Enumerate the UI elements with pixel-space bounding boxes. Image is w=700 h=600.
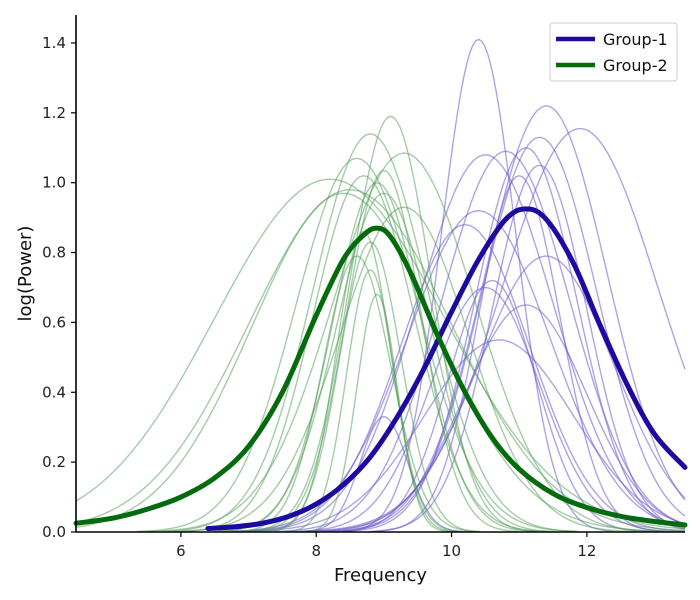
group-1-curve-0	[344, 38, 613, 532]
group-2-curve-14	[285, 269, 456, 533]
group-2-curve-0	[163, 133, 578, 533]
y-axis-title: log(Power)	[15, 226, 36, 322]
x-tick-label: 10	[442, 542, 461, 560]
group-2-curve-4	[75, 178, 686, 530]
group-2-curve-1	[244, 115, 537, 533]
group-2-curve-2	[148, 152, 660, 533]
group-1-curve-4	[274, 150, 686, 533]
group-2-curve-13	[234, 255, 479, 533]
mean-curves	[73, 206, 688, 532]
y-tick-label: 1.4	[42, 34, 66, 52]
y-tick-label: 0.4	[42, 383, 66, 401]
y-tick-label: 0.0	[42, 523, 66, 541]
legend: Group-1 Group-2	[549, 22, 678, 82]
axes	[75, 15, 685, 533]
group-1-curve-6	[343, 147, 686, 533]
y-tick-label: 0.2	[42, 453, 66, 471]
group-2-curve-9	[213, 192, 555, 533]
x-tick-label: 12	[577, 542, 596, 560]
axis-ticks: 6 8 10 12 0.0 0.2 0.4 0.6 0.8 1.0 1.2 1.4	[42, 34, 596, 560]
group-2-curve-6	[180, 174, 547, 533]
series-line-group-2	[73, 225, 688, 528]
group-1-curve-16	[298, 416, 470, 533]
x-axis-title: Frequency	[334, 565, 427, 586]
y-tick-label: 0.8	[42, 244, 66, 262]
group-1-curve-13	[306, 304, 686, 533]
group-2-curve-15	[303, 293, 451, 533]
group-1-curve-2	[299, 127, 686, 533]
group-1-curve-15	[233, 223, 686, 533]
legend-label-group-1: Group-1	[603, 30, 668, 49]
group-1-curve-3	[332, 136, 686, 533]
x-tick-label: 8	[311, 542, 321, 560]
group-1-curve-5	[241, 154, 686, 533]
y-tick-label: 0.6	[42, 313, 66, 331]
series-line-group-1	[205, 206, 688, 532]
group-2-curve-16	[172, 206, 636, 533]
group-1-curve-11	[333, 279, 651, 533]
group-1-individual-curves	[222, 38, 686, 533]
group-2-individual-curves	[75, 115, 686, 533]
x-tick-label: 6	[176, 542, 186, 560]
y-tick-label: 1.0	[42, 174, 66, 192]
group-2-curve-10	[75, 192, 673, 533]
group-1-curve-12	[290, 286, 681, 533]
legend-label-group-2: Group-2	[603, 56, 668, 75]
y-tick-label: 1.2	[42, 104, 66, 122]
group-2-curve-3	[137, 157, 577, 533]
group-1-curve-7	[368, 164, 686, 533]
